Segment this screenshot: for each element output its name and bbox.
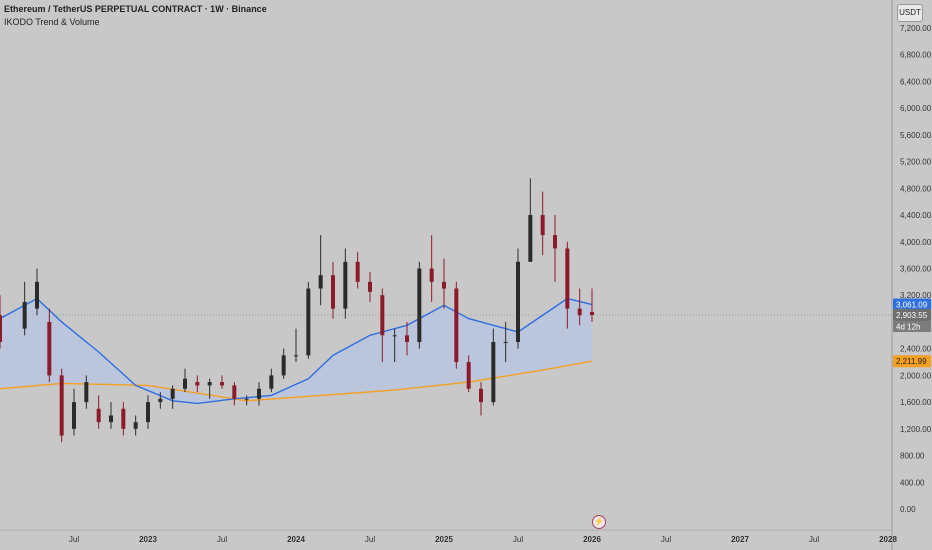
candle-body	[590, 311, 594, 315]
candle-body	[417, 268, 422, 342]
candle-body	[109, 415, 113, 423]
y-tick-label: 5,600.00	[900, 131, 932, 140]
candle-body	[133, 422, 138, 429]
candle-body	[207, 382, 212, 386]
blue-ma-badge: 3,061.09	[896, 301, 928, 310]
y-tick-label: 6,800.00	[900, 51, 932, 60]
countdown-badge: 4d 12h	[896, 323, 920, 332]
y-tick-label: 0.00	[900, 505, 916, 514]
candle-body	[466, 362, 471, 389]
x-tick-label: 2027	[731, 535, 749, 544]
candle-body	[442, 281, 446, 289]
candle-body	[281, 355, 286, 376]
y-tick-label: 2,000.00	[900, 371, 932, 380]
candle-body	[84, 382, 89, 403]
candle-body	[565, 248, 570, 309]
candle-body	[183, 378, 187, 389]
candle-body	[503, 341, 508, 343]
x-tick-label: 2028	[879, 535, 897, 544]
y-tick-label: 800.00	[900, 452, 925, 461]
last-price-badge: 2,903.55	[896, 311, 928, 320]
y-tick-label: 400.00	[900, 478, 925, 487]
candle-body	[121, 408, 126, 429]
candle-body	[528, 215, 533, 262]
candle-body	[318, 275, 323, 289]
candle-body	[232, 385, 237, 399]
candle-body	[479, 388, 483, 403]
x-tick-label: Jul	[365, 535, 375, 544]
orange-ma-badge: 2,211.99	[896, 357, 927, 366]
candle-body	[405, 335, 409, 342]
candle-body	[392, 335, 397, 337]
last-price-badge-bg	[893, 309, 931, 322]
candle-body	[220, 382, 224, 386]
indicator-label[interactable]: IKODO Trend & Volume	[4, 17, 100, 27]
y-tick-label: 1,600.00	[900, 398, 932, 407]
y-tick-label: 6,000.00	[900, 104, 932, 113]
x-tick-label: 2025	[435, 535, 453, 544]
y-tick-label: 3,200.00	[900, 291, 932, 300]
x-tick-label: Jul	[661, 535, 671, 544]
candle-body	[35, 281, 39, 309]
y-tick-label: 6,400.00	[900, 77, 932, 86]
y-tick-label: 7,200.00	[900, 24, 932, 33]
blue-ma-line	[0, 297, 593, 405]
candle-body	[72, 402, 76, 429]
candle-body	[454, 288, 459, 363]
y-tick-label: 4,000.00	[900, 238, 932, 247]
candle-body	[195, 382, 200, 386]
x-tick-label: Jul	[809, 535, 819, 544]
y-tick-label: 4,400.00	[900, 211, 932, 220]
candle-body	[170, 388, 175, 399]
y-tick-label: 5,200.00	[900, 158, 932, 167]
candle-body	[516, 261, 520, 342]
x-tick-label: 2024	[287, 535, 305, 544]
orange-ma-badge-bg	[893, 355, 931, 368]
candle-body	[22, 301, 27, 329]
candle-body	[244, 398, 249, 400]
y-tick-label: 3,600.00	[900, 265, 932, 274]
y-tick-label: 1,200.00	[900, 425, 932, 434]
candle-body	[368, 281, 372, 292]
x-tick-label: Jul	[217, 535, 227, 544]
candle-body	[577, 308, 582, 316]
symbol-title: Ethereum / TetherUS PERPETUAL CONTRACT ·…	[4, 4, 267, 14]
x-tick-label: 2026	[583, 535, 601, 544]
candle-body	[257, 388, 261, 399]
x-tick-label: Jul	[69, 535, 79, 544]
candle-body	[59, 375, 64, 436]
candle-body	[429, 268, 434, 282]
x-tick-label: 2023	[139, 535, 157, 544]
candle-body	[306, 288, 311, 356]
candle-body	[269, 375, 274, 389]
candle-body	[355, 261, 360, 282]
lightning-icon[interactable]: ⚡	[592, 515, 606, 529]
candle-body	[343, 261, 348, 309]
candle-body	[380, 295, 385, 336]
candle-body	[47, 321, 52, 376]
candle-body	[96, 408, 101, 423]
candle-body	[294, 355, 298, 357]
blue-ma-badge-bg	[893, 298, 931, 311]
candle-body	[158, 398, 163, 403]
candle-body	[540, 215, 545, 236]
candle-body	[0, 315, 2, 342]
y-tick-label: 2,400.00	[900, 345, 932, 354]
candle-body	[146, 402, 150, 423]
currency-button[interactable]: USDT	[897, 4, 923, 22]
candle-body	[331, 275, 335, 309]
countdown-badge-bg	[893, 321, 931, 333]
candle-body	[491, 341, 496, 403]
y-tick-label: 4,800.00	[900, 184, 932, 193]
candle-body	[553, 235, 557, 249]
trend-fill-area	[0, 298, 592, 404]
x-tick-label: Jul	[513, 535, 523, 544]
orange-ma-line	[0, 360, 593, 402]
